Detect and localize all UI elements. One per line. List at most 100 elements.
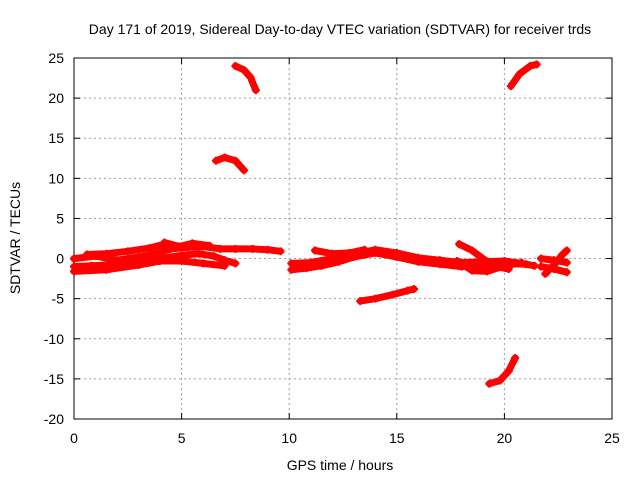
data-point: [70, 254, 78, 263]
y-tick-label: 15: [48, 130, 64, 146]
x-tick-label: 15: [389, 430, 405, 446]
data-point: [515, 70, 524, 79]
data-point: [371, 245, 380, 254]
data-point: [496, 376, 505, 385]
data-point: [536, 254, 545, 263]
data-point: [102, 249, 111, 258]
data-point: [287, 259, 296, 268]
data-point: [410, 285, 419, 294]
data-point: [205, 241, 214, 250]
data-point: [113, 256, 122, 265]
data-point: [199, 259, 208, 268]
data-point: [102, 265, 111, 274]
data-point: [194, 249, 203, 258]
data-point: [240, 66, 249, 75]
data-point: [231, 62, 240, 71]
series-arc-8: [311, 246, 368, 258]
data-point: [491, 262, 500, 271]
data-point: [414, 253, 423, 262]
data-point: [145, 244, 154, 253]
data-point: [468, 266, 477, 275]
grid: [74, 58, 612, 419]
data-point: [209, 252, 218, 261]
data-point: [455, 240, 464, 249]
data-point: [403, 286, 412, 295]
data-point: [562, 268, 571, 277]
data-point: [532, 60, 541, 69]
data-point: [212, 156, 221, 165]
data-point: [240, 166, 249, 175]
data-point: [276, 247, 285, 256]
data-point: [231, 156, 240, 165]
chart-title: Day 171 of 2019, Sidereal Day-to-day VTE…: [89, 21, 591, 37]
x-tick-label: 25: [604, 430, 620, 446]
y-tick-label: -15: [44, 371, 64, 387]
data-point: [360, 245, 369, 254]
data-point: [562, 258, 571, 267]
y-tick-label: -20: [44, 411, 64, 427]
data-point: [231, 244, 240, 253]
data-point: [251, 86, 260, 95]
axis-ticks: [73, 57, 613, 420]
data-point: [175, 242, 184, 251]
data-point: [70, 267, 78, 276]
data-point: [177, 256, 186, 265]
y-tick-label: -10: [44, 331, 64, 347]
x-tick-label: 5: [178, 430, 186, 446]
data-point: [151, 249, 160, 258]
data-point: [504, 366, 513, 375]
y-tick-label: 10: [48, 170, 64, 186]
data-point: [311, 246, 320, 255]
data-point: [345, 248, 354, 257]
x-axis-label: GPS time / hours: [287, 457, 394, 473]
data-point: [82, 250, 91, 259]
y-tick-label: 20: [48, 90, 64, 106]
y-axis-label: SDTVAR / TECUs: [7, 182, 23, 294]
data-point: [188, 239, 197, 248]
data-point: [526, 62, 535, 71]
y-tick-label: 25: [48, 50, 64, 66]
data-point: [134, 252, 143, 261]
data-point: [483, 267, 492, 276]
data-point: [220, 153, 229, 162]
data-point: [248, 244, 257, 253]
data-point: [356, 297, 365, 306]
y-tick-label: 0: [56, 251, 64, 267]
x-tick-label: 10: [281, 430, 297, 446]
data-point: [123, 247, 132, 256]
data-point: [541, 269, 550, 278]
data-point: [468, 246, 477, 255]
data-point: [517, 258, 526, 267]
data-point: [156, 256, 165, 265]
data-point: [134, 260, 143, 269]
data-point: [435, 256, 444, 265]
data-point: [246, 73, 255, 82]
data-point: [536, 262, 545, 271]
data-point: [478, 254, 487, 263]
data-point: [160, 238, 169, 247]
data-point: [549, 260, 558, 269]
data-point: [306, 258, 315, 267]
series-arc-14: [231, 62, 260, 94]
data-point: [263, 245, 272, 254]
data-point: [504, 264, 513, 273]
data-point: [220, 261, 229, 270]
data-point: [216, 244, 225, 253]
data-point: [328, 249, 337, 258]
data-point: [511, 354, 520, 363]
y-tick-label: -5: [52, 291, 65, 307]
data-point: [392, 248, 401, 257]
y-tick-label: 5: [56, 210, 64, 226]
x-tick-label: 20: [497, 430, 513, 446]
data-point: [453, 256, 462, 265]
data-point: [371, 294, 380, 303]
data-point: [388, 290, 397, 299]
series-arc-5: [160, 239, 214, 250]
data-layer: [70, 60, 571, 388]
data-point: [558, 250, 567, 259]
series-arc-18: [485, 354, 519, 388]
plot-frame: [73, 57, 613, 420]
data-point: [562, 246, 571, 255]
